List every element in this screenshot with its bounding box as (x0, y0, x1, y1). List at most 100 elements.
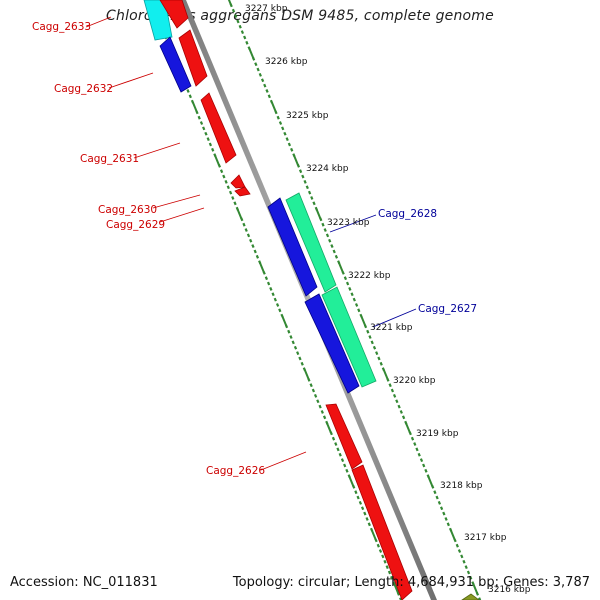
minor-tick (325, 233, 330, 238)
feature-cagg-2632[interactable] (159, 36, 192, 93)
minor-tick (455, 543, 459, 548)
minor-tick (298, 169, 303, 174)
feature-cagg-2625[interactable] (351, 464, 413, 600)
minor-tick (290, 147, 294, 152)
major-tick (326, 423, 332, 433)
minor-tick (354, 303, 359, 307)
minor-tick (395, 399, 399, 404)
minor-tick (360, 506, 365, 511)
kbp-tick-label: 3226 kbp (265, 57, 308, 67)
minor-tick (422, 463, 426, 468)
minor-tick (217, 163, 222, 168)
minor-tick (186, 89, 190, 93)
minor-tick (424, 468, 428, 473)
feature-cagg-2633[interactable] (159, 0, 189, 29)
minor-tick (386, 377, 390, 382)
feature-cagg-2627[interactable] (304, 293, 360, 394)
outer-tick-ring (227, 0, 482, 600)
minor-tick (343, 276, 348, 281)
feature-cagg-2633-rna[interactable] (143, 0, 173, 41)
minor-tick (330, 244, 334, 249)
accession-text: Accession: NC_011831 (10, 575, 158, 590)
minor-tick (260, 78, 265, 83)
minor-tick (195, 110, 199, 115)
minor-tick (385, 565, 389, 570)
minor-tick (240, 217, 244, 222)
minor-tick (202, 126, 206, 131)
minor-tick (408, 431, 412, 436)
minor-tick (273, 297, 277, 302)
label-leaders (85, 16, 417, 471)
kbp-tick-label: 3218 kbp (440, 481, 483, 491)
minor-tick (338, 452, 342, 457)
feature-cagg-2628-rna[interactable] (285, 192, 337, 293)
minor-tick (307, 190, 312, 195)
map-title: Chloroflexus aggregans DSM 9485, complet… (106, 8, 494, 24)
minor-tick (287, 142, 292, 147)
minor-tick (437, 500, 442, 505)
feature-cagg-2632-b[interactable] (178, 29, 208, 87)
minor-tick (228, 190, 233, 195)
gene-label[interactable]: Cagg_2629 (106, 219, 165, 231)
minor-tick (357, 308, 361, 313)
minor-tick (331, 436, 336, 441)
minor-tick (251, 244, 255, 249)
minor-tick (188, 94, 192, 99)
minor-tick (323, 228, 327, 232)
major-tick (270, 102, 277, 112)
minor-tick (309, 383, 313, 388)
minor-tick (296, 163, 301, 168)
feature-cagg-2627-rna[interactable] (321, 286, 377, 388)
minor-tick (419, 458, 424, 463)
minor-tick (469, 575, 473, 580)
minor-tick (464, 565, 468, 570)
minor-tick (415, 447, 419, 452)
gene-label[interactable]: Cagg_2632 (54, 83, 113, 95)
feature-cagg-2629[interactable] (234, 186, 251, 197)
minor-tick (265, 89, 269, 93)
minor-tick (293, 345, 298, 350)
minor-tick (439, 506, 444, 511)
minor-tick (363, 511, 367, 516)
gene-label[interactable]: Cagg_2633 (32, 21, 91, 33)
minor-tick (224, 179, 228, 184)
minor-tick (372, 345, 377, 350)
major-tick (449, 530, 456, 540)
minor-tick (348, 286, 352, 291)
minor-tick (276, 115, 280, 120)
gene-label[interactable]: Cagg_2627 (418, 303, 477, 315)
gene-label[interactable]: Cagg_2630 (98, 204, 157, 216)
feature-cagg-2630[interactable] (230, 174, 246, 189)
minor-tick (453, 538, 457, 543)
kbp-tick-labels: 3227 kbp 3226 kbp 3225 kbp 3224 kbp 3223… (245, 4, 531, 595)
feature-cagg-2624[interactable] (461, 593, 480, 600)
minor-tick (226, 185, 230, 190)
gene-label[interactable]: Cagg_2631 (80, 153, 139, 165)
gene-label[interactable]: Cagg_2628 (378, 208, 437, 220)
feature-cagg-2631[interactable] (200, 92, 237, 164)
gene-label[interactable]: Cagg_2626 (206, 465, 265, 477)
minor-tick (410, 436, 415, 441)
feature-cagg-2626[interactable] (325, 403, 363, 470)
minor-tick (278, 121, 283, 125)
minor-tick (399, 597, 403, 600)
minor-tick (340, 458, 345, 463)
feature-cagg-2628[interactable] (267, 197, 318, 297)
minor-tick (431, 484, 435, 489)
minor-tick (246, 233, 251, 238)
minor-tick (336, 447, 340, 452)
minor-tick (283, 131, 287, 136)
minor-tick (199, 121, 204, 125)
minor-tick (390, 388, 395, 393)
minor-tick (320, 410, 324, 414)
minor-tick (233, 201, 237, 206)
major-tick (227, 0, 232, 5)
minor-tick (206, 137, 210, 142)
minor-tick (211, 147, 215, 152)
major-tick (338, 262, 344, 273)
minor-tick (255, 254, 260, 259)
minor-tick (311, 388, 316, 393)
minor-tick (243, 35, 247, 40)
gene-labels: Cagg_2633 Cagg_2632 Cagg_2631 Cagg_2630 … (32, 21, 477, 477)
